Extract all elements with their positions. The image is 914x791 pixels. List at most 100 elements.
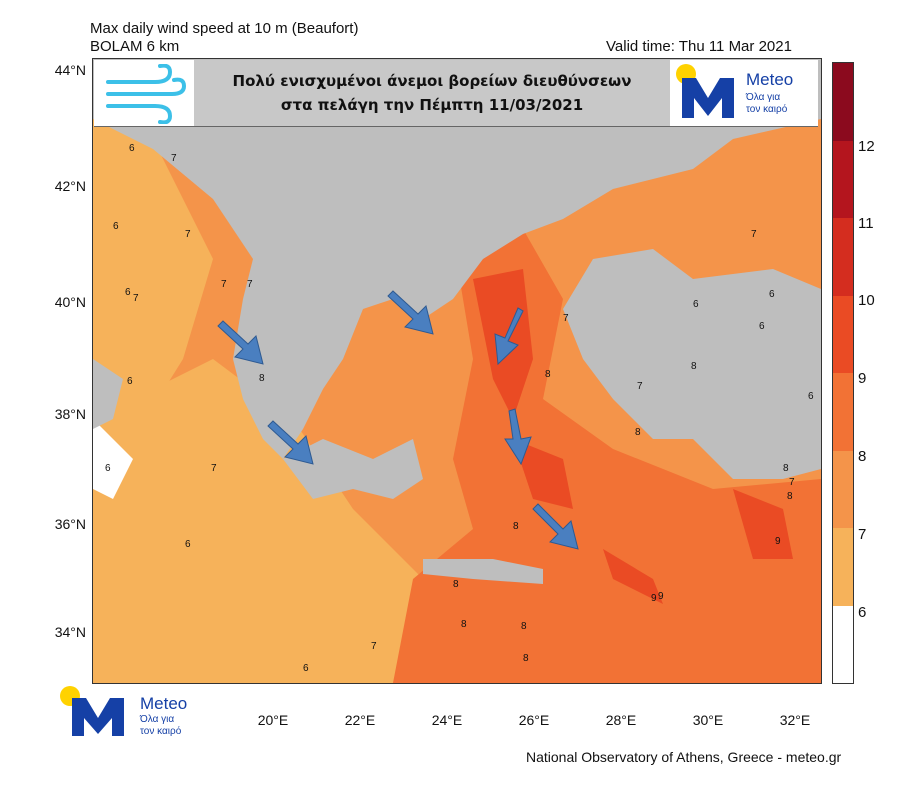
colorbar-segment (833, 140, 853, 218)
valid-time: Valid time: Thu 11 Mar 2021 (606, 38, 792, 55)
wind-value-label: 9 (775, 536, 781, 547)
lat-label: 38°N (54, 406, 86, 422)
colorbar-segment (833, 218, 853, 296)
wind-value-label: 9 (658, 591, 664, 602)
logo-name: Meteo (746, 70, 794, 89)
colorbar-label: 6 (858, 604, 867, 621)
wind-value-label: 8 (635, 427, 641, 438)
wind-value-label: 8 (461, 619, 467, 630)
logo-bottom-tagline-2: τον καιρό (140, 726, 182, 737)
meteo-logo-top: Meteo Όλα για τον καιρό (674, 60, 818, 126)
sea-zone-6-southwest (93, 359, 423, 683)
model-name: BOLAM 6 km (90, 38, 180, 55)
logo-tagline-1: Όλα για (746, 92, 781, 103)
wind-value-label: 6 (303, 663, 309, 674)
banner-line-2: στα πελάγη την Πέμπτη 11/03/2021 (280, 96, 584, 114)
colorbar-segment (833, 528, 853, 606)
wind-value-label: 8 (545, 369, 551, 380)
meteo-logo-bottom-icon (60, 686, 124, 736)
wind-arrows (217, 290, 579, 550)
wind-value-label: 7 (563, 313, 569, 324)
meteo-logo-icon (676, 64, 734, 118)
wind-value-label: 6 (693, 299, 699, 310)
colorbar-segment (833, 450, 853, 528)
banner-text: Πολύ ενισχυμένοι άνεμοι βορείων διευθύνσ… (194, 60, 670, 126)
wind-value-label: 7 (133, 293, 139, 304)
wind-value-label: 7 (637, 381, 643, 392)
colorbar-segment (833, 373, 853, 451)
wind-value-label: 6 (129, 143, 135, 154)
wind-value-label: 7 (751, 229, 757, 240)
map-title: Max daily wind speed at 10 m (Beaufort) (90, 20, 359, 37)
arrow-north-aegean (387, 290, 434, 335)
lon-label: 22°E (344, 712, 376, 728)
wind-value-label: 8 (787, 491, 793, 502)
wind-value-label: 7 (185, 229, 191, 240)
logo-bottom-tagline-1: Όλα για (140, 714, 175, 725)
colorbar-label: 9 (858, 370, 867, 387)
land-balkans (93, 59, 821, 459)
lat-label: 44°N (54, 62, 86, 78)
lon-label: 24°E (431, 712, 463, 728)
sea-zone-9-cyclades (513, 439, 573, 509)
wind-value-label: 8 (453, 579, 459, 590)
arrow-southeast-aegean (532, 503, 579, 550)
wind-value-label: 7 (171, 153, 177, 164)
wind-value-label: 6 (127, 376, 133, 387)
wind-value-label: 7 (247, 279, 253, 290)
sea-zone-9-rhodes (733, 489, 793, 559)
lat-label: 34°N (54, 624, 86, 640)
credit-text: National Observatory of Athens, Greece -… (526, 749, 842, 765)
sea-zone-6-west (93, 119, 213, 459)
colorbar-segment (833, 295, 853, 373)
announcement-banner: Πολύ ενισχυμένοι άνεμοι βορείων διευθύνσ… (94, 60, 818, 127)
colorbar-label: 11 (858, 215, 874, 232)
wind-value-label: 8 (513, 521, 519, 532)
wind-icon (106, 64, 187, 124)
wind-value-label: 7 (789, 477, 795, 488)
arrow-ionian-north (217, 320, 264, 365)
colorbar-label: 12 (858, 138, 875, 155)
wind-value-label: 6 (113, 221, 119, 232)
wind-value-label: 8 (691, 361, 697, 372)
wind-value-label: 7 (371, 641, 377, 652)
meteo-logo-bottom: Meteo Όλα για τον καιρό (60, 684, 210, 744)
logo-tagline-2: τον καιρό (746, 104, 788, 115)
lon-label: 20°E (257, 712, 289, 728)
wind-value-label: 6 (759, 321, 765, 332)
lat-label: 42°N (54, 178, 86, 194)
arrow-ionian-south (267, 420, 314, 465)
wind-value-label: 6 (808, 391, 814, 402)
lon-label: 32°E (779, 712, 811, 728)
land-turkey (563, 249, 821, 479)
wind-value-label: 8 (521, 621, 527, 632)
sea-zone-9-crete-east (603, 549, 663, 604)
colorbar-label: 10 (858, 292, 875, 309)
wind-value-label: 8 (523, 653, 529, 664)
logo-bottom-name: Meteo (140, 694, 188, 713)
white-zone-west (93, 419, 133, 499)
wind-value-label: 6 (125, 287, 131, 298)
wind-value-label: 8 (259, 373, 265, 384)
wind-value-label: 6 (185, 539, 191, 550)
lat-label: 40°N (54, 294, 86, 310)
land-italy (93, 359, 123, 429)
wind-value-label: 6 (105, 463, 111, 474)
colorbar-label: 8 (858, 448, 867, 465)
banner-line-1: Πολύ ενισχυμένοι άνεμοι βορείων διευθύνσ… (232, 72, 632, 90)
land-crete (423, 559, 543, 584)
arrow-cyclades (504, 408, 532, 466)
wind-value-label: 7 (211, 463, 217, 474)
lat-label: 36°N (54, 516, 86, 532)
wind-value-label: 8 (783, 463, 789, 474)
colorbar-segment (833, 63, 853, 141)
land-peloponnese (283, 439, 423, 499)
colorbar-label: 7 (858, 526, 867, 543)
wind-value-label: 9 (651, 593, 657, 604)
lon-label: 28°E (605, 712, 637, 728)
lon-label: 26°E (518, 712, 550, 728)
wind-value-label: 6 (769, 289, 775, 300)
